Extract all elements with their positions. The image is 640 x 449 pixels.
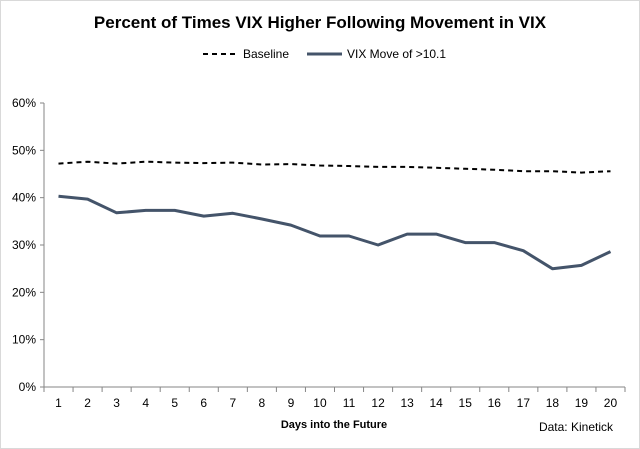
series-line-vix-move [58,194,612,271]
x-tick-label: 5 [171,396,178,410]
x-tick-label: 1 [55,396,62,410]
x-tick-label: 18 [546,396,560,410]
y-tick-label: 40% [12,191,36,205]
chart-title: Percent of Times VIX Higher Following Mo… [94,13,547,32]
x-tick-label: 4 [142,396,149,410]
x-tick-label: 13 [400,396,414,410]
y-tick-label: 30% [12,238,36,252]
y-tick-label: 10% [12,333,36,347]
x-tick-label: 2 [84,396,91,410]
y-tick-label: 0% [19,380,37,394]
x-tick-label: 15 [459,396,473,410]
x-tick-label: 6 [200,396,207,410]
x-tick-label: 8 [259,396,266,410]
x-axis: 1 2 3 4 5 6 7 8 9 10 11 12 13 14 15 16 17 18 19 20 [43,386,626,410]
x-tick-label: 19 [575,396,589,410]
x-tick-label: 20 [604,396,618,410]
y-tick-label: 20% [12,285,36,299]
plot-lines [58,160,612,271]
legend: Baseline VIX Move of >10.1 [203,47,446,61]
x-tick-label: 14 [429,396,443,410]
legend-label-baseline: Baseline [243,47,289,61]
y-tick-label: 60% [12,96,36,110]
x-tick-label: 16 [488,396,502,410]
legend-label-vix-move: VIX Move of >10.1 [347,47,446,61]
x-tick-label: 9 [288,396,295,410]
x-tick-label: 11 [343,396,356,410]
series-line-baseline [58,160,611,174]
x-tick-label: 7 [229,396,236,410]
y-axis: 0% 10% 20% 30% 40% 50% 60% [12,96,45,394]
x-tick-label: 17 [517,396,531,410]
y-tick-label: 50% [12,143,36,157]
source-note: Data: Kinetick [539,420,614,434]
x-tick-label: 12 [371,396,385,410]
x-axis-label: Days into the Future [281,419,387,431]
x-tick-label: 10 [313,396,327,410]
x-tick-label: 3 [113,396,120,410]
